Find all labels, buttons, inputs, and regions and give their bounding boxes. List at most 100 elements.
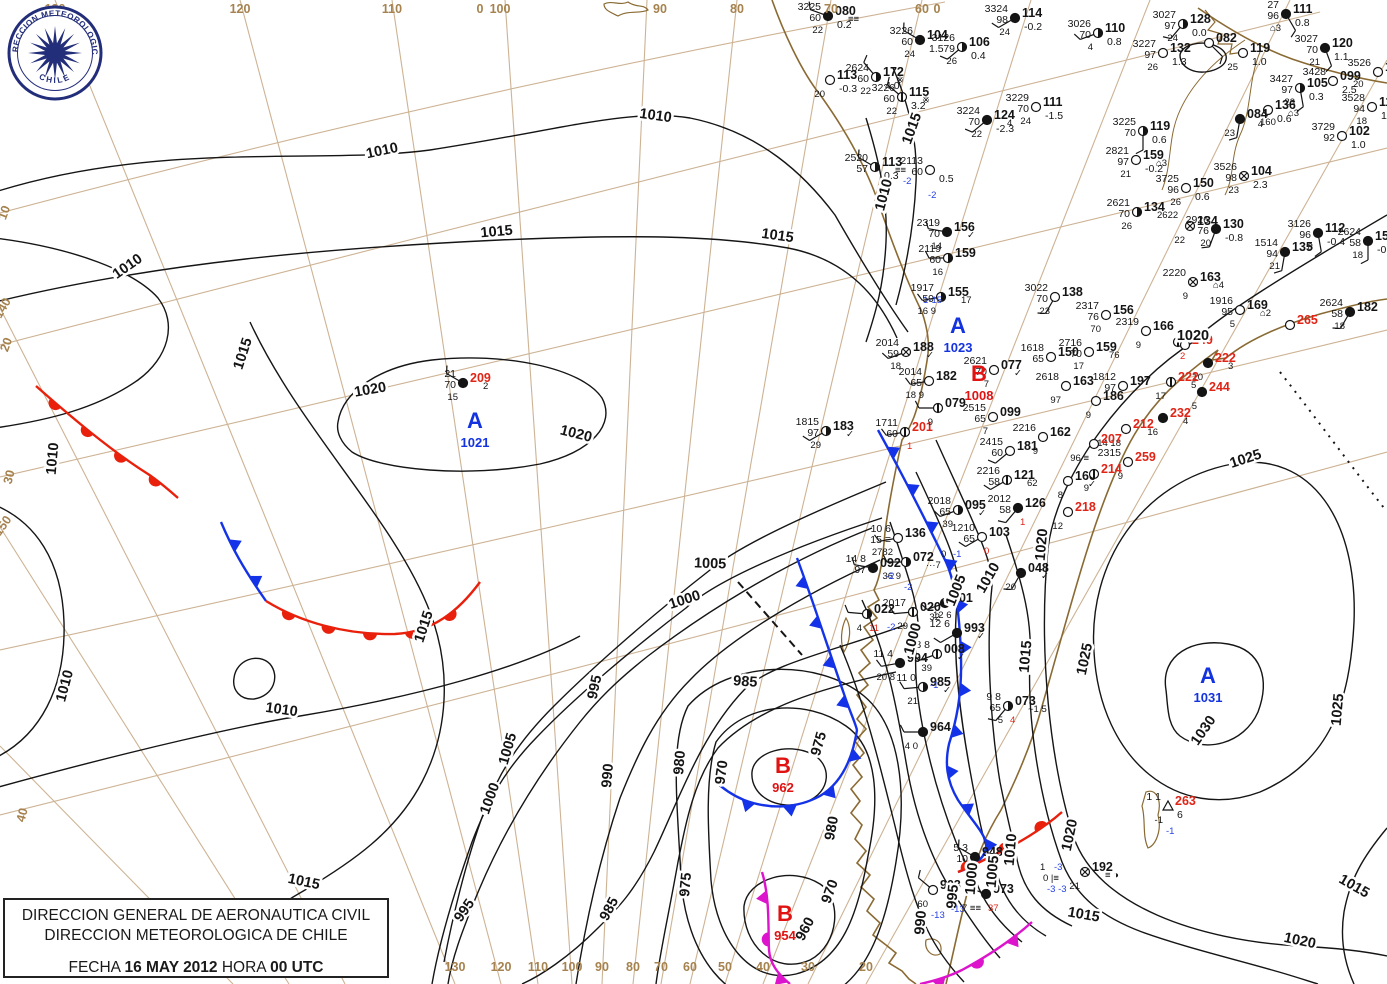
station-value: 2926 bbox=[1186, 214, 1210, 226]
wind-barb-tick bbox=[920, 603, 928, 610]
station-value: 14 bbox=[931, 241, 942, 252]
isobar-label: 1020 bbox=[1177, 328, 1209, 344]
station-plot: 1111.0352894185 bbox=[1342, 92, 1387, 127]
station-pressure: 169 bbox=[1247, 298, 1268, 312]
station-value: 4.0 bbox=[885, 80, 900, 92]
station-value: 2621 bbox=[964, 355, 988, 367]
agency-line-1: DIRECCION GENERAL DE AERONAUTICA CIVIL bbox=[21, 907, 371, 924]
wind-barb-tick bbox=[1162, 36, 1171, 40]
isobar-label: 980 bbox=[822, 815, 842, 842]
station-value: 97 bbox=[1144, 49, 1156, 61]
station-value: 16 bbox=[1147, 427, 1158, 438]
chart-date: 16 MAY 2012 bbox=[124, 959, 218, 976]
svg-text:CHILE: CHILE bbox=[38, 72, 73, 85]
grid-label-bottom: 90 bbox=[595, 960, 609, 974]
station-value: 65 bbox=[1032, 353, 1044, 365]
station-pressure: 244 bbox=[1209, 380, 1230, 394]
station-value-blue: -2 bbox=[904, 582, 912, 593]
station-value: ✓ bbox=[1041, 571, 1049, 582]
station-circle bbox=[1180, 182, 1192, 194]
wind-barb-tick bbox=[881, 352, 889, 359]
front-symbol bbox=[848, 748, 862, 762]
station-pressure: 092 bbox=[880, 556, 901, 570]
station-circle bbox=[1012, 502, 1024, 514]
station-value: 96 bbox=[1299, 229, 1311, 241]
station-value: 60 bbox=[929, 254, 941, 266]
front-semicircle bbox=[405, 630, 419, 639]
chart-title-box: DIRECCION GENERAL DE AERONAUTICA CIVIL D… bbox=[3, 898, 389, 978]
station-circle bbox=[892, 532, 904, 544]
front-semicircle bbox=[48, 398, 61, 411]
station-pressure: 265 bbox=[1297, 313, 1318, 327]
station-value: 1.0 bbox=[1252, 56, 1267, 68]
station-value: 9 bbox=[1183, 291, 1188, 302]
station-value: 60 bbox=[857, 73, 869, 85]
station-value: ✓ bbox=[926, 350, 934, 361]
station-value: 0.2 bbox=[837, 19, 852, 31]
station-value: 23 bbox=[1228, 185, 1239, 196]
station-circle bbox=[894, 657, 906, 669]
station-value: 1812 bbox=[1093, 371, 1117, 383]
station-value: 5 3 bbox=[953, 842, 968, 854]
front-symbol bbox=[228, 539, 242, 552]
station-circle bbox=[980, 888, 992, 900]
station-circle bbox=[1234, 304, 1246, 316]
grid-label-bottom: 120 bbox=[491, 960, 512, 974]
station-pressure: 150 bbox=[1193, 176, 1214, 190]
station-value: 1210 bbox=[952, 522, 976, 534]
station-value: 7 bbox=[984, 379, 989, 390]
isobar-label-halo: 1005 bbox=[694, 555, 727, 572]
station-value: 1815 bbox=[796, 416, 820, 428]
station-value: 58 bbox=[988, 476, 1000, 488]
station-value: 2624 bbox=[846, 62, 870, 74]
isobar-label: 970 bbox=[819, 878, 842, 906]
station-value: 5 bbox=[998, 715, 1003, 726]
station-value: 60 bbox=[917, 899, 928, 910]
wind-barb-tick bbox=[964, 128, 973, 133]
station-value: 26 bbox=[1170, 197, 1181, 208]
station-value: 70 bbox=[444, 379, 456, 391]
station-circle bbox=[1083, 346, 1095, 358]
station-pressure: 073 bbox=[1015, 694, 1036, 708]
station-value: -0.2 bbox=[1145, 163, 1163, 175]
station-value: 24 bbox=[1020, 116, 1031, 127]
island bbox=[1141, 790, 1160, 849]
station-pressure: 128 bbox=[1190, 12, 1211, 26]
station-value: 17 bbox=[1073, 361, 1084, 372]
isobar-label: 1015 bbox=[1066, 904, 1101, 925]
station-value: 1.5 bbox=[929, 43, 944, 55]
wind-barb-tick bbox=[914, 400, 920, 409]
station-value-red: 4 bbox=[1010, 715, 1015, 726]
trough-line bbox=[737, 581, 803, 656]
wind-barb-tick bbox=[997, 520, 1006, 524]
grid-label-left: 140 bbox=[0, 295, 14, 320]
station-value: 59 bbox=[887, 348, 899, 360]
station-pressure: 119 bbox=[1150, 119, 1170, 133]
high-center-letter: A bbox=[950, 313, 966, 338]
station-pressure: 117 bbox=[1385, 60, 1387, 74]
station-value: 3227 bbox=[1133, 38, 1157, 50]
isobar-label: 1020 bbox=[1033, 528, 1052, 562]
front-symbol bbox=[925, 521, 939, 534]
station-value: ⌂3 bbox=[1156, 158, 1167, 169]
station-circle bbox=[1179, 339, 1191, 351]
station-pressure: 985 bbox=[930, 675, 951, 689]
cold-front bbox=[713, 729, 859, 808]
wind-barb-tick bbox=[1073, 33, 1081, 40]
station-value: 3427 bbox=[1270, 73, 1294, 85]
star-icon bbox=[28, 26, 82, 80]
station-circle bbox=[1279, 246, 1291, 258]
station-pressure: 156 bbox=[954, 220, 975, 234]
isobar-label-halo: 1025 bbox=[1074, 642, 1096, 677]
colored-value: 1-15 bbox=[923, 295, 942, 306]
station-value: 70 bbox=[1124, 127, 1136, 139]
station-value: 79 bbox=[943, 43, 955, 55]
station-value: 3 bbox=[1228, 361, 1233, 372]
